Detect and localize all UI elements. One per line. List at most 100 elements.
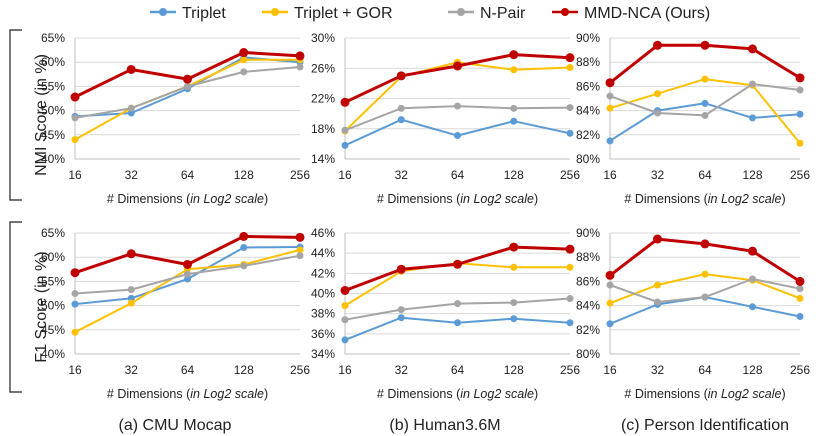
- data-point: [606, 92, 614, 100]
- y-tick-label: 80%: [576, 347, 600, 361]
- y-tick-label: 40%: [41, 152, 65, 166]
- x-tick-label: 32: [395, 168, 409, 182]
- y-tick-label: 40%: [311, 287, 335, 301]
- data-point: [295, 51, 305, 61]
- series-mmd-nca-ours: [340, 50, 575, 107]
- data-point: [606, 299, 614, 307]
- data-point: [565, 53, 575, 63]
- data-point: [653, 40, 662, 50]
- data-point: [701, 111, 709, 119]
- data-point: [184, 270, 191, 278]
- data-point: [566, 263, 574, 271]
- data-point: [184, 275, 191, 283]
- legend-item: Triplet + GOR: [262, 5, 393, 22]
- series-n-pair: [606, 80, 804, 119]
- data-point: [453, 259, 462, 269]
- data-point: [510, 299, 518, 307]
- x-tick-label: 128: [742, 363, 762, 377]
- y-tick-label: 82%: [576, 323, 600, 337]
- y-tick-label: 46%: [311, 226, 335, 240]
- x-tick-label: 32: [651, 363, 665, 377]
- data-point: [239, 48, 249, 58]
- data-point: [796, 285, 804, 293]
- data-point: [454, 102, 461, 110]
- row-bracket-f1: [9, 221, 22, 393]
- data-point: [240, 244, 248, 252]
- x-tick-label: 64: [698, 168, 712, 182]
- series-mmd-nca-ours: [605, 234, 805, 286]
- data-point: [340, 285, 350, 295]
- y-tick-label: 34%: [311, 347, 335, 361]
- y-tick-label: 42%: [311, 266, 335, 280]
- y-tick-label: 82%: [576, 128, 600, 142]
- y-tick-label: 50%: [41, 104, 65, 118]
- data-point: [126, 64, 136, 74]
- series-mmd-nca-ours: [605, 40, 805, 88]
- data-point: [341, 316, 349, 324]
- data-point: [700, 239, 710, 249]
- data-point: [396, 264, 406, 274]
- data-point: [296, 252, 304, 260]
- legend-swatch-marker: [457, 8, 465, 16]
- chart-panel-nmi-human3-6m: 14% 18% 22% 26% 30% 16 32 64 128 256 # Dimensions …: [311, 31, 580, 206]
- data-point: [510, 263, 518, 271]
- y-tick-label: 65%: [41, 226, 65, 240]
- legend-label: Triplet: [182, 5, 226, 22]
- x-tick-label: 128: [742, 168, 762, 182]
- data-point: [454, 319, 461, 327]
- y-tick-label: 84%: [576, 104, 600, 118]
- data-point: [239, 231, 249, 241]
- x-tick-label: 64: [451, 168, 465, 182]
- series-line: [74, 58, 300, 141]
- y-tick-label: 86%: [576, 274, 600, 288]
- data-point: [184, 82, 191, 90]
- y-tick-label: 14%: [311, 152, 335, 166]
- x-tick-label: 64: [181, 363, 195, 377]
- data-point: [510, 104, 518, 112]
- data-point: [796, 294, 804, 302]
- row-label-f1: F1 Score (in %): [33, 251, 50, 362]
- data-point: [654, 90, 661, 98]
- legend: Triplet Triplet + GOR N-Pair MMD-NCA (Ours): [150, 5, 710, 22]
- data-point: [70, 92, 80, 102]
- y-tick-label: 88%: [576, 250, 600, 264]
- data-point: [700, 40, 710, 50]
- data-point: [796, 139, 804, 147]
- data-point: [749, 303, 756, 311]
- y-tick-label: 55%: [41, 79, 65, 93]
- legend-label: MMD-NCA (Ours): [584, 5, 710, 22]
- data-point: [397, 104, 405, 112]
- series-n-pair: [606, 275, 804, 306]
- data-point: [71, 114, 79, 122]
- data-point: [566, 295, 574, 303]
- data-point: [397, 306, 405, 314]
- data-point: [654, 109, 661, 117]
- data-point: [71, 300, 79, 308]
- data-point: [183, 259, 192, 269]
- x-tick-label: 16: [603, 168, 617, 182]
- x-tick-label: 32: [395, 363, 409, 377]
- data-point: [240, 68, 248, 76]
- series-mmd-nca-ours: [70, 231, 305, 278]
- series-line: [609, 78, 801, 144]
- data-point: [566, 129, 574, 137]
- legend-item: MMD-NCA (Ours): [552, 5, 710, 22]
- data-point: [701, 270, 709, 278]
- series-triplet: [606, 99, 804, 145]
- x-tick-label: 256: [290, 168, 310, 182]
- data-point: [183, 74, 192, 84]
- data-point: [653, 234, 662, 244]
- data-point: [796, 86, 804, 94]
- y-tick-label: 90%: [576, 31, 600, 45]
- x-tick-label: 64: [698, 363, 712, 377]
- data-point: [70, 268, 80, 278]
- y-tick-label: 50%: [41, 299, 65, 313]
- data-point: [510, 117, 518, 125]
- x-tick-label: 128: [234, 363, 254, 377]
- series-line: [344, 61, 571, 132]
- data-point: [796, 312, 804, 320]
- y-tick-label: 44%: [311, 246, 335, 260]
- chart-panel-f1-person-identification: 80% 82% 84% 86% 88% 90% 16 32 64 128 256 # Dimensio…: [576, 226, 810, 401]
- data-point: [565, 244, 575, 254]
- x-axis-label: # Dimensions (in Log2 scale): [107, 387, 268, 401]
